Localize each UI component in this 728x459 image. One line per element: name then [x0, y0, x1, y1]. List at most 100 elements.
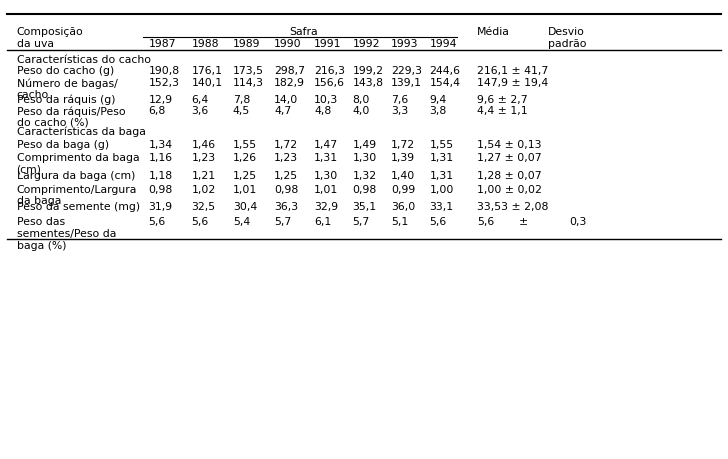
Text: Peso das: Peso das: [17, 218, 65, 227]
Text: 229,3: 229,3: [391, 66, 422, 76]
Text: 139,1: 139,1: [391, 78, 422, 89]
Text: da baga: da baga: [17, 196, 61, 206]
Text: 1,39: 1,39: [391, 153, 415, 163]
Text: 1,16: 1,16: [149, 153, 173, 163]
Text: 156,6: 156,6: [314, 78, 345, 89]
Text: 1987: 1987: [149, 39, 176, 49]
Text: 0,99: 0,99: [391, 185, 416, 195]
Text: 152,3: 152,3: [149, 78, 180, 89]
Text: 173,5: 173,5: [233, 66, 264, 76]
Text: cacho: cacho: [17, 90, 49, 100]
Text: 32,5: 32,5: [191, 202, 215, 212]
Text: 7,8: 7,8: [233, 95, 250, 105]
Text: Características da baga: Características da baga: [17, 127, 146, 137]
Text: 4,4 ± 1,1: 4,4 ± 1,1: [477, 106, 527, 116]
Text: do cacho (%): do cacho (%): [17, 118, 88, 128]
Text: 199,2: 199,2: [352, 66, 384, 76]
Text: 182,9: 182,9: [274, 78, 305, 89]
Text: 216,1 ± 41,7: 216,1 ± 41,7: [477, 66, 548, 76]
Text: 5,6: 5,6: [149, 218, 166, 227]
Text: 1,21: 1,21: [191, 171, 215, 181]
Text: 1,26: 1,26: [233, 153, 257, 163]
Text: 36,0: 36,0: [391, 202, 416, 212]
Text: 1990: 1990: [274, 39, 301, 49]
Text: 1,00: 1,00: [430, 185, 454, 195]
Text: 1,00 ± 0,02: 1,00 ± 0,02: [477, 185, 542, 195]
Text: 1993: 1993: [391, 39, 419, 49]
Text: 1,40: 1,40: [391, 171, 416, 181]
Text: 140,1: 140,1: [191, 78, 223, 89]
Text: Desvio: Desvio: [548, 27, 585, 37]
Text: 114,3: 114,3: [233, 78, 264, 89]
Text: Número de bagas/: Número de bagas/: [17, 78, 117, 89]
Text: 190,8: 190,8: [149, 66, 180, 76]
Text: 0,98: 0,98: [274, 185, 298, 195]
Text: 3,3: 3,3: [391, 106, 408, 116]
Text: 5,7: 5,7: [352, 218, 370, 227]
Text: Peso do cacho (g): Peso do cacho (g): [17, 66, 114, 76]
Text: Largura da baga (cm): Largura da baga (cm): [17, 171, 135, 181]
Text: 10,3: 10,3: [314, 95, 339, 105]
Text: 1989: 1989: [233, 39, 260, 49]
Text: 5,6: 5,6: [191, 218, 209, 227]
Text: 1,31: 1,31: [430, 171, 454, 181]
Text: Peso da semente (mg): Peso da semente (mg): [17, 202, 140, 212]
Text: 35,1: 35,1: [352, 202, 376, 212]
Text: 4,5: 4,5: [233, 106, 250, 116]
Text: 1,72: 1,72: [274, 140, 298, 150]
Text: 154,4: 154,4: [430, 78, 461, 89]
Text: 1,01: 1,01: [314, 185, 339, 195]
Text: 1,72: 1,72: [391, 140, 415, 150]
Text: 5,7: 5,7: [274, 218, 291, 227]
Text: 36,3: 36,3: [274, 202, 298, 212]
Text: Peso da ráquis/Peso: Peso da ráquis/Peso: [17, 106, 125, 117]
Text: 216,3: 216,3: [314, 66, 345, 76]
Text: da uva: da uva: [17, 39, 54, 49]
Text: 7,6: 7,6: [391, 95, 408, 105]
Text: 1992: 1992: [352, 39, 380, 49]
Text: 33,1: 33,1: [430, 202, 454, 212]
Text: 12,9: 12,9: [149, 95, 173, 105]
Text: 4,7: 4,7: [274, 106, 291, 116]
Text: ±: ±: [518, 218, 528, 227]
Text: 4,0: 4,0: [352, 106, 370, 116]
Text: 1,28 ± 0,07: 1,28 ± 0,07: [477, 171, 542, 181]
Text: 1,32: 1,32: [352, 171, 376, 181]
Text: 1,01: 1,01: [233, 185, 257, 195]
Text: (cm): (cm): [17, 165, 41, 175]
Text: 6,8: 6,8: [149, 106, 166, 116]
Text: 1,30: 1,30: [352, 153, 377, 163]
Text: 143,8: 143,8: [352, 78, 384, 89]
Text: 1,55: 1,55: [430, 140, 454, 150]
Text: 1,34: 1,34: [149, 140, 173, 150]
Text: 4,8: 4,8: [314, 106, 331, 116]
Text: 1,25: 1,25: [274, 171, 298, 181]
Text: 244,6: 244,6: [430, 66, 461, 76]
Text: 1,46: 1,46: [191, 140, 215, 150]
Text: 1,47: 1,47: [314, 140, 339, 150]
Text: 176,1: 176,1: [191, 66, 222, 76]
Text: 1,54 ± 0,13: 1,54 ± 0,13: [477, 140, 541, 150]
Text: 0,98: 0,98: [352, 185, 377, 195]
Text: 1,18: 1,18: [149, 171, 173, 181]
Text: 1,30: 1,30: [314, 171, 339, 181]
Text: Peso da baga (g): Peso da baga (g): [17, 140, 108, 150]
Text: Média: Média: [477, 27, 510, 37]
Text: 1,23: 1,23: [191, 153, 215, 163]
Text: 3,6: 3,6: [191, 106, 209, 116]
Text: 1,31: 1,31: [430, 153, 454, 163]
Text: 1,23: 1,23: [274, 153, 298, 163]
Text: 30,4: 30,4: [233, 202, 257, 212]
Text: 0,98: 0,98: [149, 185, 173, 195]
Text: Composição: Composição: [17, 27, 83, 37]
Text: Comprimento/Largura: Comprimento/Largura: [17, 185, 137, 195]
Text: 5,4: 5,4: [233, 218, 250, 227]
Text: 1,25: 1,25: [233, 171, 257, 181]
Text: Características do cacho: Características do cacho: [17, 56, 151, 66]
Text: 1,55: 1,55: [233, 140, 257, 150]
Text: 14,0: 14,0: [274, 95, 298, 105]
Text: 1994: 1994: [430, 39, 457, 49]
Text: sementes/Peso da: sementes/Peso da: [17, 229, 116, 239]
Text: 8,0: 8,0: [352, 95, 370, 105]
Text: 1,49: 1,49: [352, 140, 376, 150]
